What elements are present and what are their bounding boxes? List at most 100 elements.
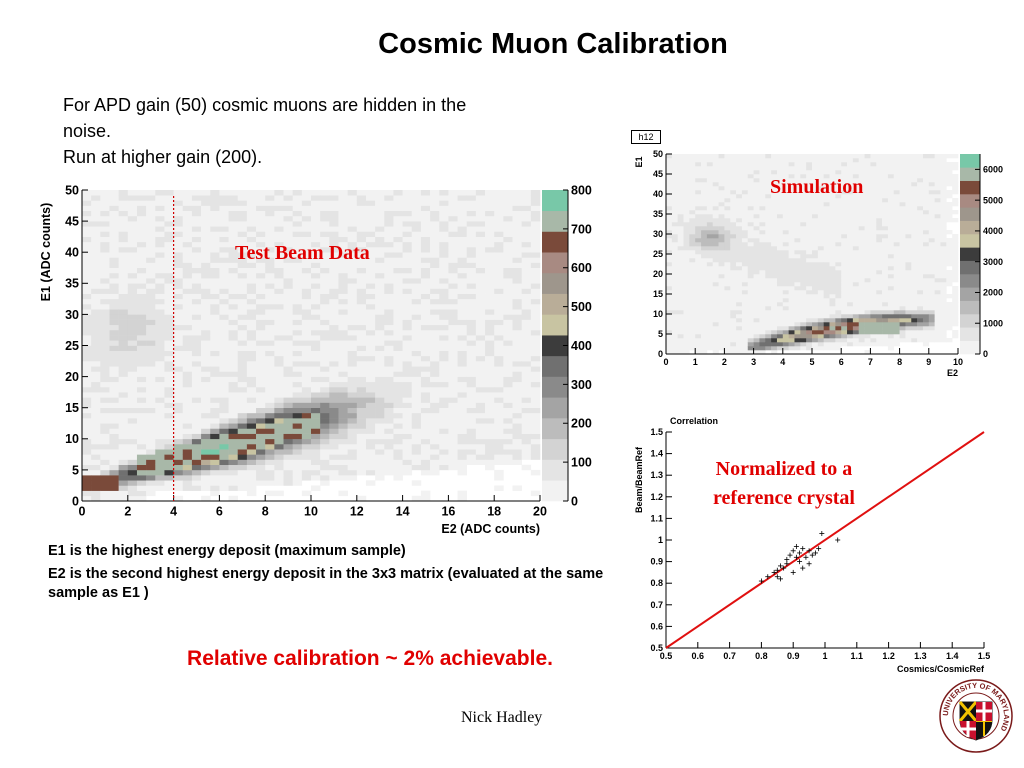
heatmap-cell — [365, 241, 376, 248]
heatmap-cell — [841, 286, 848, 291]
heatmap-cell — [530, 262, 541, 269]
heatmap-cell — [210, 195, 220, 201]
heatmap-cell — [82, 319, 92, 326]
heatmap-cell — [173, 386, 184, 393]
heatmap-cell — [771, 162, 778, 167]
heatmap-cell — [402, 200, 413, 206]
heatmap-cell — [776, 270, 784, 275]
heatmap-cell — [817, 278, 824, 283]
heatmap-cell — [753, 314, 760, 319]
heatmap-cell — [466, 329, 477, 336]
heatmap-cell — [109, 252, 119, 258]
heatmap-cell — [439, 376, 449, 383]
heatmap-cell — [712, 194, 719, 199]
heatmap-cell — [882, 154, 889, 159]
heatmap-cell — [899, 274, 906, 279]
heatmap-cell — [146, 262, 156, 269]
heatmap-cell — [228, 418, 239, 424]
heatmap-cell — [512, 298, 522, 305]
heatmap-cell — [155, 433, 165, 440]
heatmap-cell — [439, 309, 449, 315]
heatmap-cell — [817, 258, 824, 263]
heatmap-cell — [530, 210, 541, 217]
heatmap-cell — [91, 386, 101, 393]
heatmap-cell — [771, 322, 778, 327]
heatmap-cell — [173, 278, 184, 284]
heatmap-cell — [338, 397, 348, 403]
heatmap-cell — [91, 366, 101, 372]
heatmap-cell — [829, 210, 836, 215]
heatmap-cell — [173, 309, 184, 315]
heatmap-cell — [741, 254, 749, 259]
heatmap-cell — [448, 366, 458, 372]
heatmap-cell — [741, 246, 749, 251]
heatmap-cell — [512, 386, 522, 393]
heatmap-cell — [338, 475, 348, 481]
heatmap-cell — [666, 230, 673, 235]
heatmap-cell — [771, 262, 778, 267]
heatmap-cell — [864, 286, 871, 291]
heatmap-cell — [256, 309, 266, 315]
heatmap-cell — [512, 433, 522, 440]
heatmap-cell — [320, 262, 330, 269]
heatmap-cell — [347, 350, 358, 357]
heatmap-cell — [683, 310, 690, 315]
heatmap-cell — [301, 190, 312, 196]
heatmap-cell — [265, 345, 275, 351]
heatmap-cell — [201, 454, 211, 460]
heatmap-cell — [677, 282, 684, 287]
heatmap-cell — [899, 290, 906, 295]
heatmap-cell — [485, 449, 495, 455]
heatmap-cell — [724, 198, 731, 203]
heatmap-cell — [311, 464, 321, 471]
heatmap-cell — [466, 298, 477, 305]
heatmap-cell — [219, 376, 229, 383]
heatmap-cell — [503, 190, 513, 196]
heatmap-cell — [109, 407, 119, 414]
heatmap-cell — [155, 221, 165, 227]
heatmap-cell — [666, 242, 673, 247]
heatmap-cell — [320, 355, 330, 362]
heatmap-cell — [736, 266, 743, 271]
heatmap-cell — [265, 200, 275, 206]
heatmap-cell — [91, 304, 101, 310]
heatmap-cell — [701, 294, 708, 299]
heatmap-cell — [100, 257, 110, 263]
heatmap-cell — [155, 418, 165, 424]
heatmap-cell — [393, 418, 403, 424]
heatmap-cell — [794, 266, 801, 271]
heatmap-cell — [109, 366, 119, 372]
heatmap-cell — [730, 286, 737, 291]
heatmap-cell — [695, 226, 702, 231]
heatmap-cell — [794, 314, 801, 319]
heatmap-cell — [320, 241, 330, 248]
heatmap-cell — [759, 234, 766, 239]
heatmap-cell — [356, 190, 367, 196]
heatmap-cell — [173, 423, 184, 429]
heatmap-cell — [109, 247, 119, 253]
color-scale-tick-label: 700 — [571, 222, 592, 236]
heatmap-cell — [127, 200, 138, 206]
heatmap-cell — [858, 314, 865, 319]
heatmap-cell — [736, 246, 743, 251]
heatmap-cell — [338, 386, 348, 393]
heatmap-cell — [384, 329, 394, 336]
heatmap-cell — [899, 302, 906, 307]
heatmap-cell — [701, 194, 708, 199]
heatmap-cell — [375, 314, 385, 320]
heatmap-cell — [375, 257, 385, 263]
heatmap-cell — [91, 226, 101, 232]
heatmap-cell — [724, 154, 731, 159]
heatmap-cell — [384, 241, 394, 248]
heatmap-cell — [155, 200, 165, 206]
heatmap-cell — [201, 449, 211, 455]
heatmap-cell — [283, 298, 293, 305]
heatmap-cell — [283, 412, 293, 419]
heatmap-cell — [812, 182, 819, 187]
heatmap-cell — [771, 270, 778, 275]
intro-line-2: noise. — [63, 121, 112, 141]
heatmap-cell — [228, 433, 239, 440]
heatmap-cell — [841, 302, 848, 307]
color-scale-swatch — [542, 459, 568, 481]
heatmap-cell — [329, 423, 339, 429]
